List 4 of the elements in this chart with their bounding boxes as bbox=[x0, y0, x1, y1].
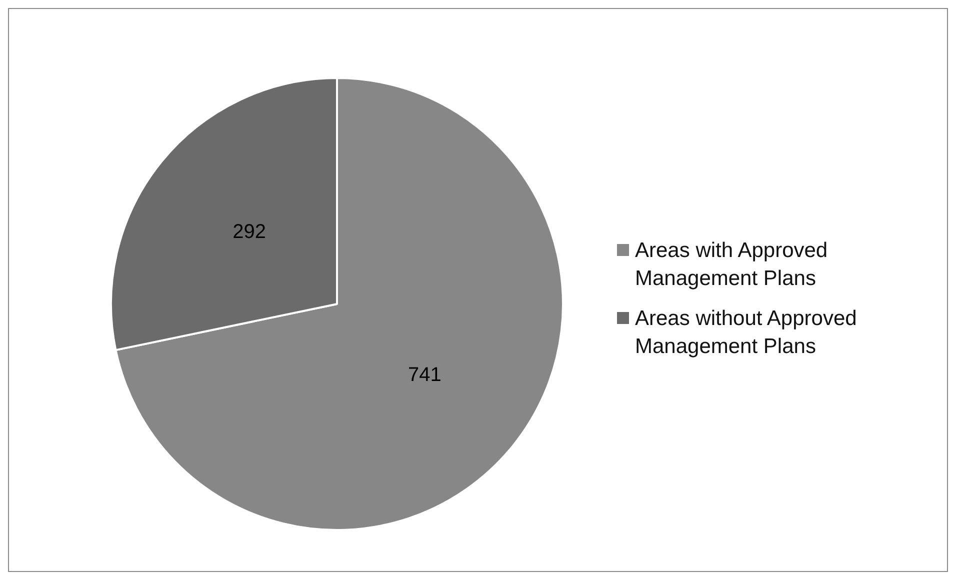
data-label: 292 bbox=[232, 221, 266, 244]
legend-label: Areas with Approved Management Plans bbox=[635, 238, 829, 292]
legend-label: Areas without Approved Management Plans bbox=[635, 306, 858, 360]
data-label: 741 bbox=[408, 364, 442, 386]
